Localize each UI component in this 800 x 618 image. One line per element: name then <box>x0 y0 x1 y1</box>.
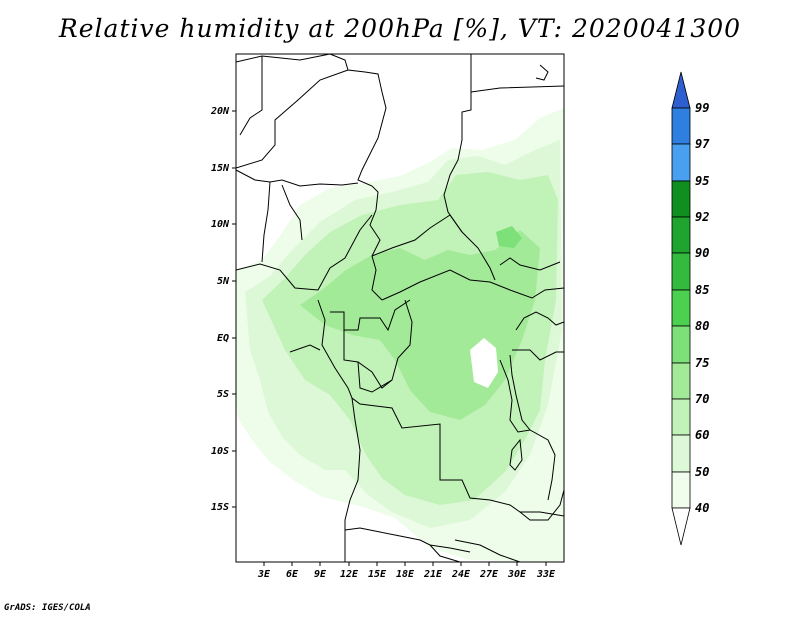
lat-label: 15S <box>211 502 229 513</box>
lon-label: 3E <box>257 569 271 580</box>
colorbar-swatch-75 <box>671 325 691 364</box>
colorbar-label: 40 <box>695 501 709 515</box>
lon-label: 24E <box>451 569 471 580</box>
colorbar-swatch-50 <box>671 434 691 473</box>
humidity-field <box>236 108 564 562</box>
colorbar-swatch-97 <box>671 107 691 145</box>
lon-label: 15E <box>368 569 387 580</box>
humidity-area-75 <box>496 226 522 248</box>
longitude-axis: 3E 6E 9E 12E 15E 18E 21E 24E 27E 30E 33E <box>257 562 556 580</box>
lon-label: 12E <box>340 569 359 580</box>
colorbar-swatch-99 <box>671 71 691 109</box>
lon-label: 30E <box>507 569 527 580</box>
latitude-axis: 20N 15N 10N 5N EQ 5S 10S 15S <box>210 106 236 513</box>
colorbar-label: 80 <box>695 319 709 333</box>
lon-label: 18E <box>396 569 415 580</box>
colorbar-swatch-85 <box>671 252 691 291</box>
lat-label: 10N <box>211 219 230 230</box>
lon-label: 33E <box>536 569 556 580</box>
lon-label: 6E <box>286 569 299 580</box>
colorbar-label: 85 <box>695 283 709 297</box>
lon-label: 21E <box>423 569 443 580</box>
country-borders <box>236 54 564 562</box>
colorbar-label: 50 <box>695 465 709 479</box>
colorbar-label: 75 <box>695 356 709 370</box>
lat-label: 20N <box>210 106 230 117</box>
lat-label: 15N <box>211 163 230 174</box>
colorbar-swatch-90 <box>671 216 691 254</box>
lon-label: 27E <box>479 569 499 580</box>
lat-label: EQ <box>217 333 229 344</box>
colorbar-label: 70 <box>695 392 709 406</box>
colorbar-swatch-92 <box>671 180 691 218</box>
lat-label: 5S <box>217 389 229 400</box>
colorbar-label: 92 <box>695 210 709 224</box>
colorbar-label: 99 <box>695 101 709 115</box>
map-frame <box>235 53 565 563</box>
colorbar-label: 95 <box>695 174 709 188</box>
lon-label: 9E <box>314 569 327 580</box>
colorbar-swatch-40 <box>671 471 691 509</box>
colorbar-swatch-70 <box>671 362 691 400</box>
colorbar-swatch-80 <box>671 289 691 327</box>
colorbar-swatch-below <box>671 507 691 546</box>
colorbar-label: 60 <box>695 428 709 442</box>
lat-label: 5N <box>217 276 230 287</box>
colorbar-swatch-95 <box>671 143 691 182</box>
colorbar: 99 97 95 92 90 85 80 75 70 60 50 40 <box>671 71 710 546</box>
colorbar-label: 97 <box>695 137 710 151</box>
grads-credit: GrADS: IGES/COLA <box>4 603 91 613</box>
colorbar-label: 90 <box>695 246 709 260</box>
dry-hole <box>470 338 498 388</box>
lat-label: 10S <box>211 446 229 457</box>
colorbar-swatch-60 <box>671 398 691 436</box>
map-title: Relative humidity at 200hPa [%], VT: 202… <box>58 14 742 43</box>
